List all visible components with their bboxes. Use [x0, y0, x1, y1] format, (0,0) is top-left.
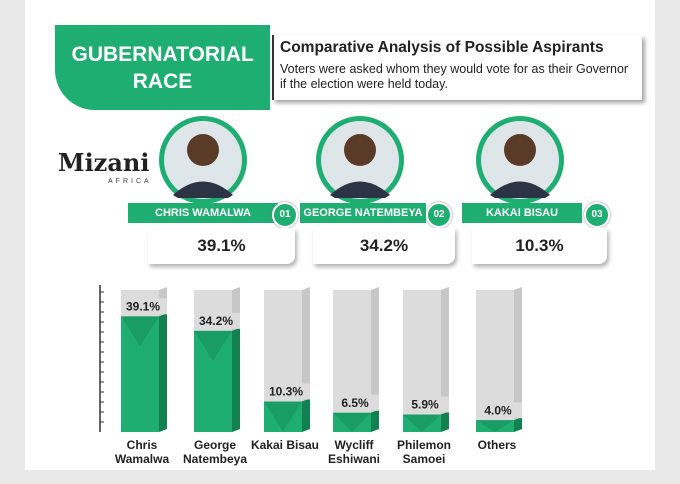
- title-box: [272, 35, 642, 100]
- bar-side: [371, 409, 379, 432]
- photo-head: [504, 134, 536, 166]
- badge: GUBERNATORIAL RACE: [55, 25, 270, 110]
- x-tick-label: George Natembeya: [182, 438, 248, 466]
- label-bg: [121, 298, 167, 315]
- value-label: 4.0%: [484, 403, 512, 417]
- label-bg: [194, 312, 240, 329]
- bar-track-side: [441, 287, 449, 432]
- bar-side: [514, 417, 522, 432]
- label-bg: [333, 394, 379, 411]
- bar-side: [441, 411, 449, 432]
- label-bg: [264, 383, 310, 400]
- rank-badge: 03: [584, 202, 610, 228]
- label-bg: [476, 402, 522, 419]
- value-label: 34.2%: [199, 314, 233, 328]
- subtitle: Voters were asked whom they would vote f…: [280, 62, 629, 91]
- x-tick-label: Others: [477, 438, 517, 452]
- value-label: 6.5%: [341, 396, 369, 410]
- x-tick-label: Kakai Bisau: [250, 438, 320, 452]
- bar-side: [232, 327, 240, 432]
- photo-body: [330, 181, 390, 198]
- x-tick-label: Philemon Samoei: [396, 438, 451, 466]
- bar-side: [302, 398, 310, 432]
- logo: Mizani: [58, 148, 150, 177]
- bar-top: [194, 330, 232, 361]
- title: Comparative Analysis of Possible Aspiran…: [280, 39, 604, 56]
- value-label: 39.1%: [126, 300, 160, 314]
- x-tick-label: Wycliff Eshiwani: [327, 438, 380, 466]
- name-banner: CHRIS WAMALWA: [128, 203, 278, 223]
- name-banner: GEORGE NATEMBEYA: [300, 203, 426, 223]
- rank-badge: 02: [426, 202, 452, 228]
- photo-body: [490, 181, 550, 198]
- share-box: 39.1%: [148, 228, 295, 264]
- value-label: 10.3%: [269, 385, 303, 399]
- photo-head: [344, 134, 376, 166]
- bar-track-side: [514, 287, 522, 432]
- rank-badge: 01: [272, 202, 298, 228]
- bar-top: [476, 420, 514, 432]
- share-box: 34.2%: [313, 228, 455, 264]
- bar-top: [264, 401, 302, 432]
- label-bg: [403, 396, 449, 413]
- bar-top: [403, 414, 441, 432]
- name-banner: KAKAI BISAU: [462, 203, 582, 223]
- bar-top: [121, 316, 159, 347]
- share-box: 10.3%: [472, 228, 607, 264]
- logo-region: AFRICA: [108, 178, 152, 185]
- photo-body: [173, 181, 233, 198]
- bar-top: [333, 412, 371, 432]
- photo-head: [187, 134, 219, 166]
- value-label: 5.9%: [411, 398, 439, 412]
- bar-side: [159, 313, 167, 432]
- x-tick-label: Chris Wamalwa: [114, 438, 170, 466]
